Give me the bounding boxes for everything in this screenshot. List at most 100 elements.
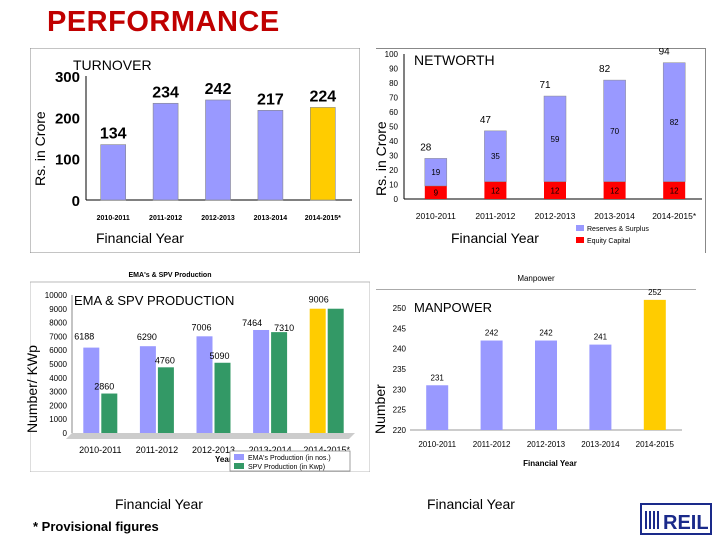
- manpower-ylabel: Number: [372, 384, 388, 434]
- manpower-data-label: 252: [648, 288, 662, 297]
- manpower-bar: [480, 340, 503, 430]
- manpower-data-label: 241: [594, 333, 608, 342]
- networth-legend-swatch: [576, 225, 584, 231]
- ema-spv-legend-label: SPV Production (in Kwp): [248, 464, 325, 471]
- ema-spv-ytick: 10000: [45, 291, 68, 300]
- spv-production-bar: [327, 308, 344, 433]
- turnover-xtick: 2013-2014: [254, 215, 288, 222]
- manpower-title: MANPOWER: [414, 300, 492, 315]
- ema-spv-legend-swatch: [234, 463, 244, 469]
- manpower-xtick: 2012-2013: [527, 440, 566, 449]
- turnover-bar: [100, 144, 126, 201]
- page-title: PERFORMANCE: [47, 6, 280, 38]
- networth-reserves-label: 19: [431, 168, 440, 177]
- networth-reserves-bar: [424, 158, 448, 187]
- ema-spv-ylabel: Number/ KWp: [24, 345, 40, 433]
- ema-spv-ytick: 2000: [49, 401, 67, 410]
- networth-xtick: 2010-2011: [416, 211, 456, 221]
- ema-spv-data-label: 6188: [74, 332, 94, 342]
- networth-equity-label: 12: [610, 186, 619, 195]
- ema-spv-legend-swatch: [234, 454, 244, 460]
- networth-equity-bar: [663, 181, 686, 199]
- turnover-data-label: 217: [257, 91, 284, 108]
- manpower-xtick: 2010-2011: [418, 440, 456, 449]
- networth-reserves-label: 82: [670, 118, 679, 127]
- turnover-xtick: 2014-2015*: [305, 215, 341, 222]
- manpower-xtick: 2011-2012: [473, 440, 511, 449]
- ema-spv-ytick: 7000: [49, 332, 67, 341]
- turnover-data-label: 234: [152, 84, 179, 101]
- ema-spv-legend-box: [229, 450, 351, 472]
- manpower-data-label: 231: [431, 373, 445, 382]
- networth-equity-bar: [424, 185, 447, 199]
- networth-equity-label: 12: [551, 186, 560, 195]
- ema-spv-data-label: 7464: [242, 318, 262, 328]
- networth-ytick: 90: [389, 65, 398, 74]
- turnover-panel: 0 100 200 300 TURNOVER 134 2010-2011 234 2011-20…: [29, 47, 361, 254]
- ema-spv-year-label: Year: [215, 455, 232, 464]
- networth-equity-label: 12: [670, 186, 679, 195]
- ema-spv-title: EMA & SPV PRODUCTION: [74, 293, 234, 308]
- manpower-caption: Manpower: [517, 274, 555, 283]
- ema-spv-xtick: 2011-2012: [136, 445, 178, 455]
- manpower-panel: Manpower 220 225 230 235 240 245 250 MANPOWER 231…: [376, 268, 696, 472]
- manpower-xtick: 2013-2014: [581, 440, 620, 449]
- manpower-bar: [426, 385, 449, 430]
- manpower-xtick: 2014-2015: [636, 440, 675, 449]
- ema-spv-data-label: 2860: [94, 382, 114, 392]
- ema-spv-caption: EMA's & SPV Production: [129, 272, 212, 279]
- turnover-xtick: 2010-2011: [97, 215, 130, 222]
- networth-chart: 0 10 20 30 40 50 60 70 80 90 100 NETWORTH 9 19 28 2010-…: [376, 47, 706, 253]
- networth-xtick: 2014-2015*: [652, 211, 697, 221]
- networth-equity-bar: [603, 181, 626, 199]
- ema-spv-floor: [66, 433, 355, 439]
- networth-xtick: 2013-2014: [594, 211, 635, 221]
- ema-spv-data-label: 9006: [309, 295, 329, 305]
- networth-ylabel: Rs. in Crore: [373, 121, 389, 196]
- manpower-ytick: 230: [393, 385, 407, 394]
- manpower-inner-xlabel: Financial Year: [523, 459, 577, 468]
- networth-ytick: 50: [389, 123, 398, 132]
- manpower-bar: [589, 344, 612, 430]
- manpower-ytick: 245: [393, 324, 407, 333]
- reil-logo-icon: REIL: [640, 503, 712, 535]
- ema-spv-chart: EMA's & SPV Production 0 1000 2000 3000 4000 5…: [29, 272, 371, 473]
- networth-equity-label: 12: [491, 186, 500, 195]
- manpower-ytick: 225: [393, 406, 407, 415]
- manpower-data-label: 242: [485, 329, 499, 338]
- turnover-title: TURNOVER: [73, 57, 152, 73]
- networth-legend-swatch: [576, 237, 584, 243]
- networth-xlabel: Financial Year: [451, 230, 539, 246]
- ema-spv-legend-label: EMA's Production (in nos.): [248, 455, 331, 462]
- networth-ytick: 70: [389, 94, 398, 103]
- ema-production-bar: [196, 336, 213, 433]
- spv-production-bar: [157, 367, 174, 433]
- turnover-data-label: 134: [100, 126, 127, 143]
- spv-production-bar: [271, 332, 288, 433]
- spv-production-bar: [214, 362, 231, 433]
- turnover-xlabel: Financial Year: [96, 230, 184, 246]
- networth-total-label: 28: [420, 142, 432, 153]
- ema-spv-xtick: 2014-2015*: [303, 445, 350, 455]
- ema-spv-xtick: 2012-2013: [192, 445, 235, 455]
- networth-ytick: 60: [389, 108, 398, 117]
- networth-xtick: 2011-2012: [475, 211, 515, 221]
- networth-reserves-label: 70: [610, 127, 619, 136]
- turnover-data-label: 224: [309, 88, 336, 105]
- turnover-ylabel: Rs. in Crore: [32, 111, 48, 186]
- ema-spv-xlabel: Financial Year: [115, 496, 203, 512]
- manpower-chart: Manpower 220 225 230 235 240 245 250 MANPOWER 231…: [376, 274, 696, 468]
- ema-spv-data-label: 5090: [209, 351, 229, 361]
- turnover-bar: [152, 102, 179, 201]
- networth-total-label: 94: [659, 48, 671, 58]
- manpower-data-label: 242: [539, 329, 553, 338]
- networth-reserves-label: 35: [491, 152, 500, 161]
- ema-spv-ytick: 1000: [49, 415, 67, 424]
- spv-production-bar: [101, 393, 118, 433]
- networth-reserves-bar: [603, 79, 626, 182]
- networth-ytick: 100: [385, 50, 399, 59]
- ema-spv-data-label: 7006: [191, 322, 211, 332]
- ema-spv-ytick: 8000: [49, 319, 67, 328]
- logo-text: REIL: [663, 512, 709, 534]
